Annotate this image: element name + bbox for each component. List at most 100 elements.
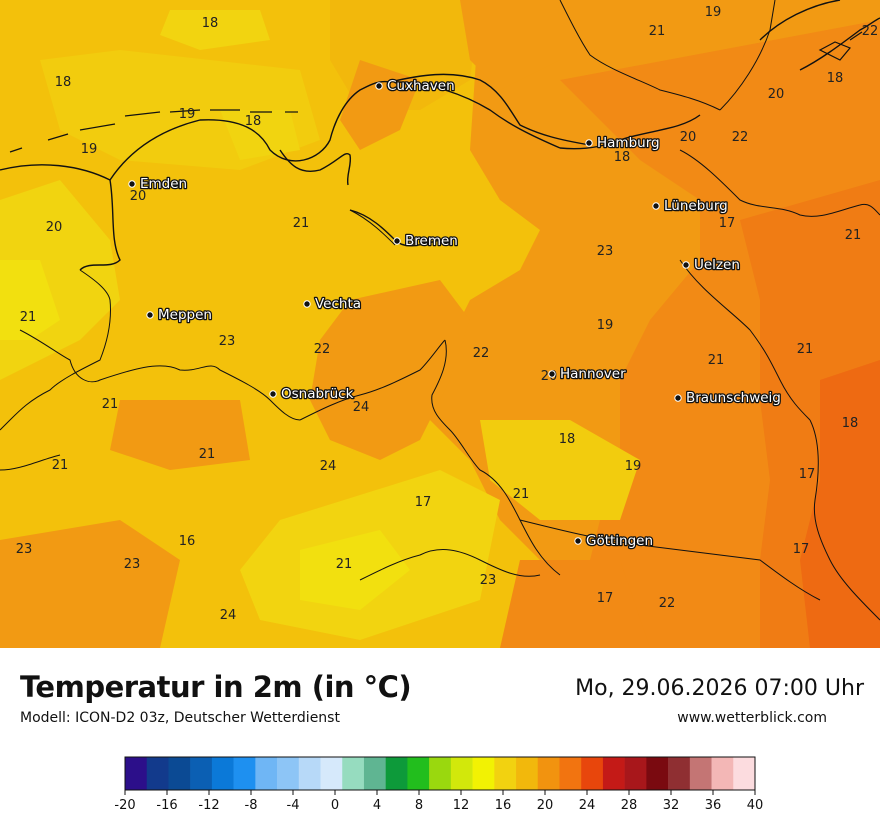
- legend-swatch: [211, 757, 234, 790]
- border-state: [299, 339, 446, 421]
- border-state: [0, 454, 61, 471]
- temperature-value: 18: [827, 71, 844, 86]
- border-state: [349, 209, 396, 246]
- city-label: Hannover: [560, 366, 626, 382]
- legend-border: [124, 756, 756, 791]
- color-legend: -20 -16 -12 -8 -4 0 4 8 12 16 20 24 28 32 36 40: [114, 756, 763, 813]
- field-21: [460, 0, 560, 90]
- legend-tick-label: -12: [198, 798, 219, 813]
- legend-tick-label: -20: [114, 798, 135, 813]
- temperature-value: 24: [320, 459, 337, 474]
- temperature-value: 23: [597, 244, 614, 259]
- legend-tick-label: 16: [495, 798, 512, 813]
- city-label: Meppen: [158, 307, 212, 323]
- city-marker: [585, 139, 593, 147]
- temperature-value: 17: [799, 467, 816, 482]
- border-south: [519, 519, 821, 601]
- city-marker: [652, 202, 660, 210]
- temperature-value: 22: [314, 342, 331, 357]
- coastline: [389, 73, 591, 146]
- temperature-map: 18 19 21 22 18 20 19 18 19 20 22 18 18 20 21 20 23 17 21 21…: [0, 0, 880, 648]
- temperature-value: 21: [20, 310, 37, 325]
- temperature-value: 18: [559, 432, 576, 447]
- temperature-value: 22: [732, 130, 749, 145]
- border-state: [431, 339, 561, 576]
- temperature-value: 22: [659, 596, 676, 611]
- city-label: Uelzen: [694, 257, 740, 273]
- legend-tick-label: -8: [245, 798, 258, 813]
- field-18: [220, 110, 300, 160]
- temperature-value: 18: [842, 416, 859, 431]
- temperature-value: 20: [541, 369, 558, 384]
- city-label: Hamburg: [597, 135, 660, 151]
- island: [818, 41, 851, 61]
- temperature-value: 19: [597, 318, 614, 333]
- island: [124, 111, 161, 117]
- temperature-value: 19: [179, 107, 196, 122]
- legend-swatch: [537, 757, 560, 790]
- field-24: [800, 360, 880, 648]
- field-18: [480, 420, 640, 520]
- temperature-value: 21: [52, 458, 69, 473]
- legend-swatch: [646, 757, 669, 790]
- legend-swatch: [146, 757, 169, 790]
- legend-tick-label: 36: [705, 798, 722, 813]
- legend-tick-label: 12: [453, 798, 470, 813]
- city-label: Braunschweig: [686, 390, 781, 406]
- legend-swatch: [450, 757, 473, 790]
- temperature-value: 18: [202, 16, 219, 31]
- borders: [0, 0, 880, 621]
- field-17: [160, 10, 270, 50]
- legend-swatch: [602, 757, 625, 790]
- coastline: [394, 81, 561, 149]
- border-hamburg: [679, 149, 880, 217]
- legend-swatch: [385, 757, 408, 790]
- legend-swatch: [668, 757, 691, 790]
- temperature-value: 20: [130, 189, 147, 204]
- temperature-value: 19: [625, 459, 642, 474]
- forecast-datetime: Mo, 29.06.2026 07:00 Uhr: [575, 676, 864, 701]
- legend-tick-label: 0: [331, 798, 339, 813]
- city-label: Bremen: [405, 233, 458, 249]
- temperature-value: 17: [793, 542, 810, 557]
- temperature-value: 17: [415, 495, 432, 510]
- legend-swatch: [559, 757, 582, 790]
- legend-swatch: [472, 757, 495, 790]
- temperature-value: 20: [768, 87, 785, 102]
- legend-swatch: [277, 757, 300, 790]
- islands: [9, 31, 863, 153]
- temperature-value: 21: [513, 487, 530, 502]
- border-southwest: [359, 549, 541, 581]
- temperature-value: 16: [179, 534, 196, 549]
- temperature-value: 17: [719, 216, 736, 231]
- legend-swatch: [733, 757, 756, 790]
- legend-swatch: [689, 757, 712, 790]
- coastline: [279, 149, 352, 186]
- temperature-value: 21: [845, 228, 862, 243]
- website-link[interactable]: www.wetterblick.com: [677, 710, 827, 726]
- legend-swatch: [581, 757, 604, 790]
- chart-title: Temperatur in 2m (in °C): [20, 670, 412, 704]
- city-label: Cuxhaven: [387, 78, 455, 94]
- city-marker: [682, 261, 690, 269]
- field-21: [0, 520, 180, 648]
- legend-tick-label: 28: [621, 798, 638, 813]
- legend-swatch: [168, 757, 191, 790]
- legend-swatch: [407, 757, 430, 790]
- border-east: [679, 259, 811, 421]
- field-21: [110, 400, 250, 470]
- city-marker: [269, 390, 277, 398]
- city-label: Osnabrück: [281, 386, 354, 402]
- legend-tick-label: 4: [373, 798, 381, 813]
- legend-swatch: [190, 757, 213, 790]
- temperature-value: 23: [219, 334, 236, 349]
- temperature-value: 24: [220, 608, 237, 623]
- temperature-value: 18: [245, 114, 262, 129]
- island: [849, 31, 863, 41]
- legend-swatch: [494, 757, 517, 790]
- legend-swatch: [429, 757, 452, 790]
- river-hamburg: [559, 114, 701, 150]
- island: [169, 109, 201, 113]
- legend-swatch: [125, 757, 148, 790]
- temperature-value: 19: [81, 142, 98, 157]
